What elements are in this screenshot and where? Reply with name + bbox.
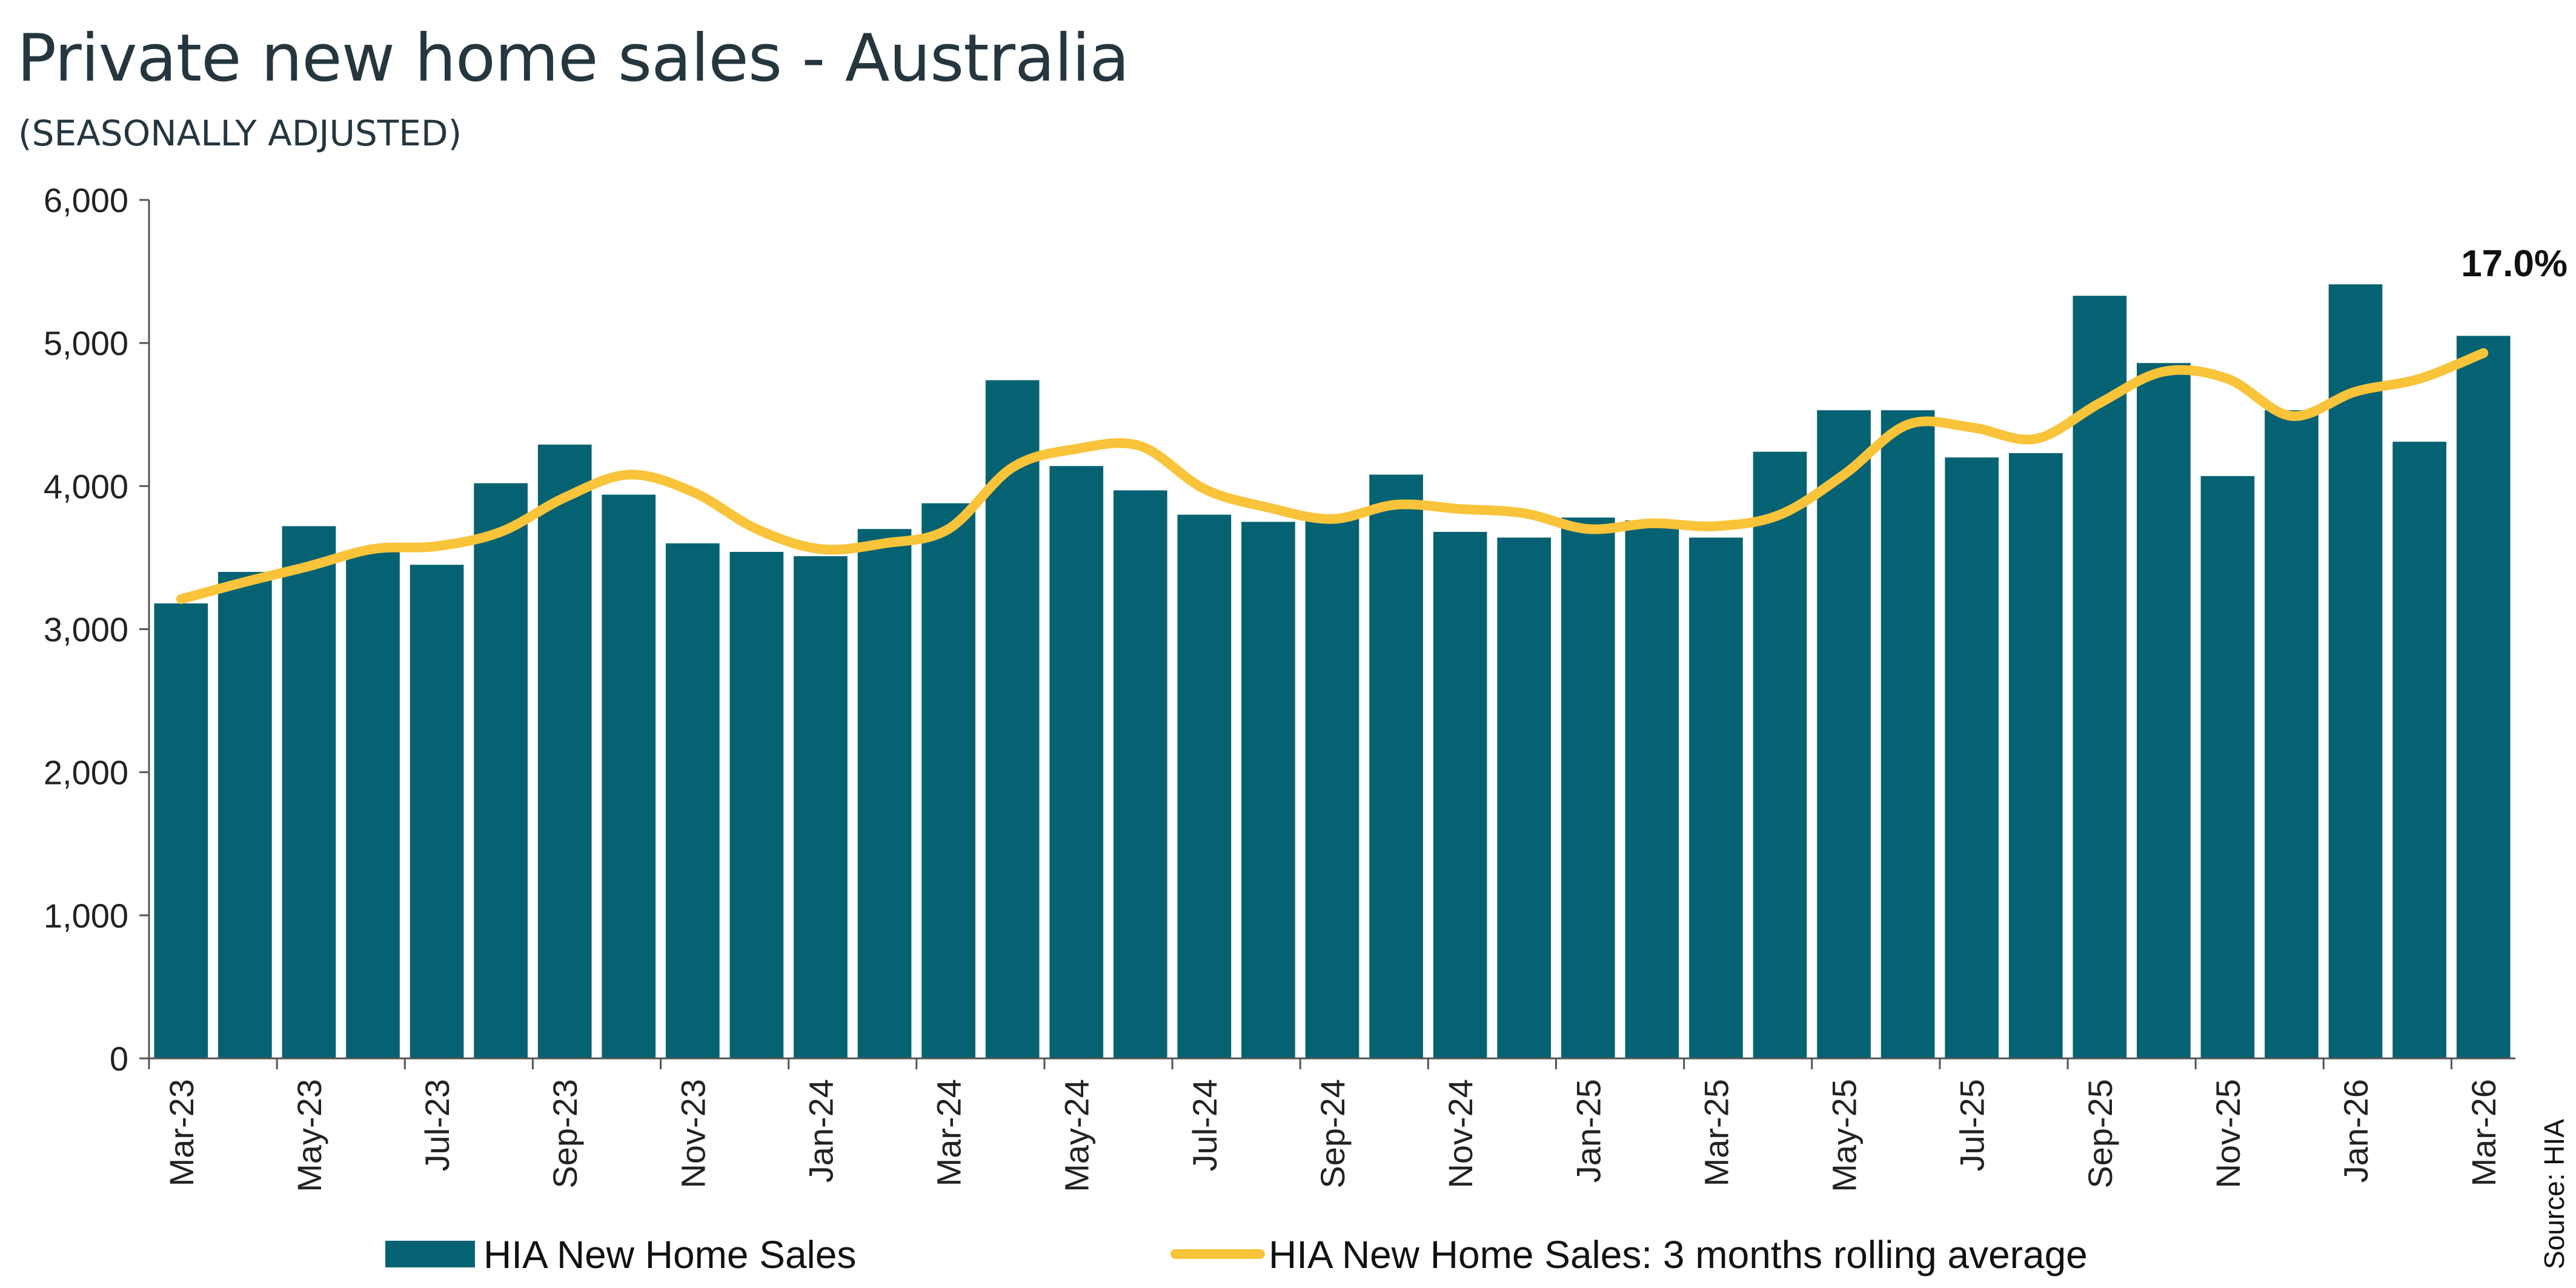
bar (794, 556, 848, 1058)
bar (1881, 410, 1935, 1058)
y-tick-label: 3,000 (44, 611, 128, 649)
x-tick-label: May-24 (1058, 1079, 1096, 1192)
x-tick-label: Nov-24 (1441, 1079, 1479, 1189)
y-axis-ticks: 0 1,000 2,000 3,000 4,000 5,000 6,000 (44, 181, 149, 1078)
bar (1625, 520, 1679, 1058)
source-note: Source: HIA (2538, 1119, 2570, 1269)
bar (2008, 453, 2063, 1058)
bar (1945, 457, 1999, 1058)
bar (474, 483, 528, 1058)
bar (346, 550, 400, 1058)
x-tick-label: Mar-23 (162, 1079, 201, 1186)
bar (1817, 410, 1871, 1058)
bar (1689, 537, 1743, 1058)
y-tick-label: 4,000 (44, 467, 128, 505)
x-tick-label: Sep-25 (2081, 1079, 2119, 1189)
y-tick-label: 6,000 (44, 181, 128, 219)
bar (1113, 490, 1167, 1058)
legend-line-label: HIA New Home Sales: 3 months rolling ave… (1269, 1233, 2088, 1276)
chart-axes (148, 200, 2515, 1060)
bar (410, 565, 464, 1058)
x-tick-label: Nov-23 (674, 1079, 712, 1189)
bar (1049, 466, 1104, 1058)
bar (2456, 336, 2511, 1058)
x-tick-label: Mar-25 (1697, 1079, 1735, 1186)
x-axis-ticks: Mar-23 May-23 Jul-23 Sep-23 Nov-23 Jan-24 Mar-… (148, 1058, 2503, 1192)
x-tick-label: Jul-23 (418, 1079, 456, 1172)
x-tick-label: May-25 (1825, 1079, 1864, 1192)
bar (2073, 296, 2127, 1058)
y-tick-label: 5,000 (44, 324, 128, 362)
x-tick-label: May-23 (290, 1079, 328, 1192)
bar (2328, 284, 2383, 1058)
x-tick-label: Jan-25 (1569, 1079, 1607, 1183)
bar (2392, 442, 2446, 1058)
y-tick-label: 1,000 (44, 897, 128, 935)
chart-subtitle: (SEASONALLY ADJUSTED) (18, 113, 462, 154)
y-tick-label: 0 (110, 1040, 128, 1078)
x-tick-label: Jul-24 (1186, 1079, 1224, 1172)
x-tick-label: Mar-24 (930, 1079, 968, 1186)
bar (2265, 410, 2319, 1058)
bar (2137, 363, 2191, 1058)
x-tick-label: Jul-25 (1953, 1079, 1991, 1172)
bar (665, 543, 720, 1058)
chart-title: Private new home sales - Australia (17, 21, 1129, 96)
bar (857, 529, 912, 1058)
bar (985, 380, 1040, 1058)
bar (1369, 474, 1423, 1058)
x-tick-label: Nov-25 (2209, 1079, 2247, 1189)
bar (729, 551, 784, 1058)
bar (1177, 514, 1232, 1058)
bar (1561, 517, 1615, 1058)
bar (2200, 476, 2255, 1058)
bar (1753, 451, 1807, 1058)
x-tick-label: Jan-24 (802, 1079, 840, 1183)
x-tick-label: Sep-23 (546, 1079, 584, 1189)
bar (282, 526, 336, 1058)
legend-bar-label: HIA New Home Sales (483, 1233, 856, 1276)
x-tick-label: Jan-26 (2337, 1079, 2375, 1183)
end-value-label: 17.0% (2461, 243, 2568, 285)
bar (1305, 519, 1359, 1058)
bar (537, 444, 592, 1058)
bar (1497, 537, 1552, 1058)
bar (921, 503, 975, 1058)
legend-bar-swatch (385, 1241, 475, 1267)
bar (154, 603, 208, 1058)
bar-series (154, 284, 2511, 1058)
x-tick-label: Mar-26 (2465, 1079, 2503, 1186)
x-tick-label: Sep-24 (1313, 1079, 1352, 1189)
bar (218, 572, 272, 1058)
bar (1433, 531, 1487, 1058)
legend: HIA New Home Sales HIA New Home Sales: 3… (385, 1233, 2088, 1276)
bar (602, 494, 656, 1058)
y-tick-label: 2,000 (44, 754, 128, 792)
rolling-average-line (176, 348, 2489, 604)
bar (1241, 522, 1295, 1058)
